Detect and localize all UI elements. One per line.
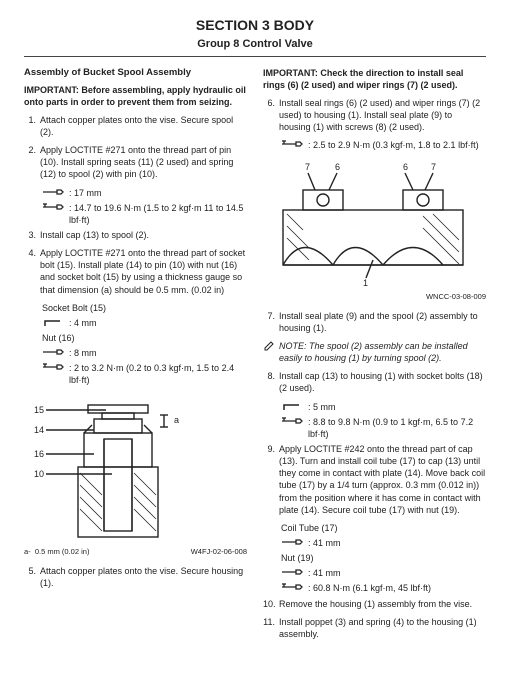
callout-16: 16 xyxy=(34,449,44,459)
dim-a-text: 0.5 mm (0.02 in) xyxy=(35,547,90,556)
step-2-wrench: : 17 mm xyxy=(42,187,247,199)
right-column: IMPORTANT: Check the direction to instal… xyxy=(263,67,486,646)
torque-wrench-icon xyxy=(42,363,64,371)
figure-right-code: WNCC-03-08-009 xyxy=(263,292,486,302)
step-11: 11.Install poppet (3) and spring (4) to … xyxy=(263,616,486,640)
two-column-body: Assembly of Bucket Spool Assembly IMPORT… xyxy=(24,67,486,646)
figure-left: 15 14 16 10 a xyxy=(24,395,247,557)
step-7: 7.Install seal plate (9) and the spool (… xyxy=(263,310,486,334)
hex-key-icon xyxy=(281,402,303,412)
step-8-hex: : 5 mm xyxy=(281,401,486,413)
nut-16-wrench: : 8 mm xyxy=(42,347,247,359)
torque-wrench-icon xyxy=(281,140,303,148)
hex-key-icon xyxy=(42,318,64,328)
step-6: 6.Install seal rings (6) (2 used) and wi… xyxy=(263,97,486,133)
step-1: 1.Attach copper plates onto the vise. Se… xyxy=(24,114,247,138)
left-important: IMPORTANT: Before assembling, apply hydr… xyxy=(24,84,247,108)
step-2: 2.Apply LOCTITE #271 onto the thread par… xyxy=(24,144,247,180)
coil-tube-wrench: : 41 mm xyxy=(281,537,486,549)
nut-19-torque: : 60.8 N·m (6.1 kgf·m, 45 lbf·ft) xyxy=(281,582,486,594)
nut-16-torque: : 2 to 3.2 N·m (0.2 to 0.3 kgf·m, 1.5 to… xyxy=(42,362,247,386)
left-heading: Assembly of Bucket Spool Assembly xyxy=(24,67,247,80)
callout-15: 15 xyxy=(34,405,44,415)
right-important: IMPORTANT: Check the direction to instal… xyxy=(263,67,486,91)
figure-left-code: W4FJ-02-06-008 xyxy=(191,547,247,557)
torque-wrench-icon xyxy=(281,417,303,425)
torque-wrench-icon xyxy=(42,203,64,211)
wrench-icon xyxy=(281,568,303,576)
wrench-icon xyxy=(42,348,64,356)
left-column: Assembly of Bucket Spool Assembly IMPORT… xyxy=(24,67,247,646)
section-title: SECTION 3 BODY xyxy=(24,16,486,35)
torque-wrench-icon xyxy=(281,583,303,591)
callout-10: 10 xyxy=(34,469,44,479)
socket-bolt-hex: : 4 mm xyxy=(42,317,247,329)
wrench-icon xyxy=(281,538,303,546)
nut-19-wrench: : 41 mm xyxy=(281,567,486,579)
dim-a-marker: a- xyxy=(24,547,31,556)
coil-tube-label: Coil Tube (17) xyxy=(281,522,486,534)
callout-14: 14 xyxy=(34,425,44,435)
step-2-torque: : 14.7 to 19.6 N·m (1.5 to 2 kgf·m 11 to… xyxy=(42,202,247,226)
step-8: 8.Install cap (13) to housing (1) with s… xyxy=(263,370,486,394)
note: NOTE: The spool (2) assembly can be inst… xyxy=(263,340,486,364)
nut-16-label: Nut (16) xyxy=(42,332,247,344)
wrench-icon xyxy=(42,188,64,196)
pencil-icon xyxy=(263,340,275,352)
divider xyxy=(24,56,486,57)
step-4: 4.Apply LOCTITE #271 onto the thread par… xyxy=(24,247,247,296)
step-3: 3.Install cap (13) to spool (2). xyxy=(24,229,247,241)
svg-text:7: 7 xyxy=(431,162,436,172)
svg-text:7: 7 xyxy=(305,162,310,172)
svg-text:1: 1 xyxy=(363,278,368,288)
step-5: 5.Attach copper plates onto the vise. Se… xyxy=(24,565,247,589)
callout-a: a xyxy=(174,415,179,425)
group-title: Group 8 Control Valve xyxy=(24,37,486,52)
svg-text:6: 6 xyxy=(403,162,408,172)
figure-right: 7 6 6 7 xyxy=(263,160,486,302)
nut-19-label: Nut (19) xyxy=(281,552,486,564)
step-6-torque: : 2.5 to 2.9 N·m (0.3 kgf·m, 1.8 to 2.1 … xyxy=(281,139,486,151)
step-9: 9.Apply LOCTITE #242 onto the thread par… xyxy=(263,443,486,516)
step-8-torque: : 8.8 to 9.8 N·m (0.9 to 1 kgf·m, 6.5 to… xyxy=(281,416,486,440)
svg-text:6: 6 xyxy=(335,162,340,172)
socket-bolt-label: Socket Bolt (15) xyxy=(42,302,247,314)
step-10: 10.Remove the housing (1) assembly from … xyxy=(263,598,486,610)
